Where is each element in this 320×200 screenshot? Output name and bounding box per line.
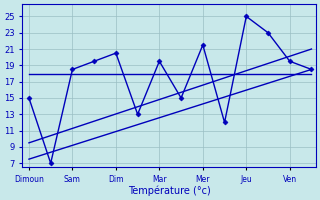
X-axis label: Température (°c): Température (°c) [128,185,211,196]
